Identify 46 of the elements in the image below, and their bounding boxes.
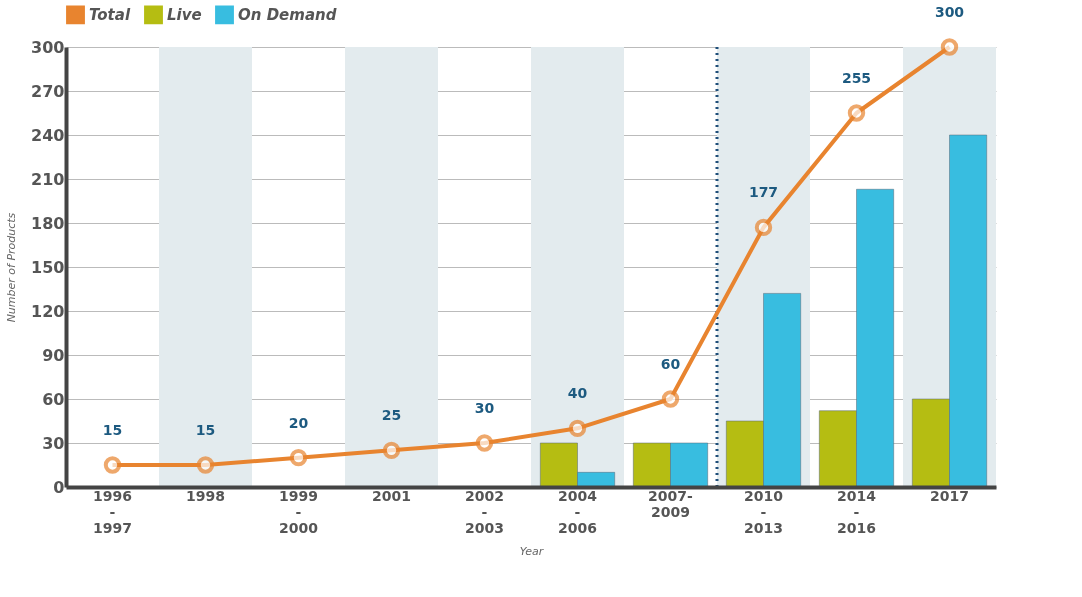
point xyxy=(382,441,401,460)
x-tick-label: 2014 - 2016 xyxy=(837,487,877,536)
point xyxy=(847,104,866,122)
x-tick-label: 2017 xyxy=(930,487,969,504)
y-tick-label: 120 xyxy=(31,301,65,321)
x-tick-label: 1998 xyxy=(186,487,225,504)
data-label: 20 xyxy=(288,414,309,431)
x-tick-label: 2001 xyxy=(372,487,411,504)
legend-label: Total xyxy=(89,5,131,24)
x-tick-label: 2010 - 2013 xyxy=(744,487,784,536)
y-tick-label: 0 xyxy=(53,477,65,497)
point xyxy=(568,419,587,438)
y-tick-label: 30 xyxy=(42,433,65,453)
point xyxy=(475,434,494,452)
point xyxy=(940,38,959,56)
data-label: 60 xyxy=(660,356,681,372)
data-label: 15 xyxy=(102,422,123,438)
point xyxy=(289,448,308,467)
legend-label: On Demand xyxy=(238,5,337,24)
y-tick-label: 60 xyxy=(42,389,65,409)
x-tick-label: 2002 - 2003 xyxy=(465,487,504,536)
legend-label: Live xyxy=(167,5,202,24)
y-tick-label: 240 xyxy=(31,125,65,145)
y-tick-label: 300 xyxy=(31,37,65,57)
x-tick-label: 1999 - 2000 xyxy=(279,487,319,536)
y-tick-label: 270 xyxy=(31,81,65,101)
y-tick-label: 90 xyxy=(42,345,65,365)
data-label: 30 xyxy=(474,400,495,416)
data-label: 15 xyxy=(195,422,216,438)
y-tick-label: 150 xyxy=(31,257,65,277)
data-label: 40 xyxy=(567,385,588,402)
x-tick-label: 2007- 2009 xyxy=(648,487,694,520)
data-label: 300 xyxy=(934,4,965,20)
x-tick-label: 2004 - 2006 xyxy=(558,487,598,536)
x-tick-label: 1996 - 1997 xyxy=(93,487,132,536)
data-label: 177 xyxy=(748,184,779,201)
y-axis-title: Number of Products xyxy=(5,212,19,323)
point xyxy=(754,218,773,237)
point xyxy=(196,456,215,474)
point xyxy=(661,390,680,408)
x-axis-title: Year xyxy=(519,544,545,558)
data-label: 255 xyxy=(841,70,872,86)
y-tick-label: 210 xyxy=(31,169,65,189)
data-label: 25 xyxy=(381,407,402,424)
y-tick-label: 180 xyxy=(31,213,65,233)
point xyxy=(103,456,122,474)
